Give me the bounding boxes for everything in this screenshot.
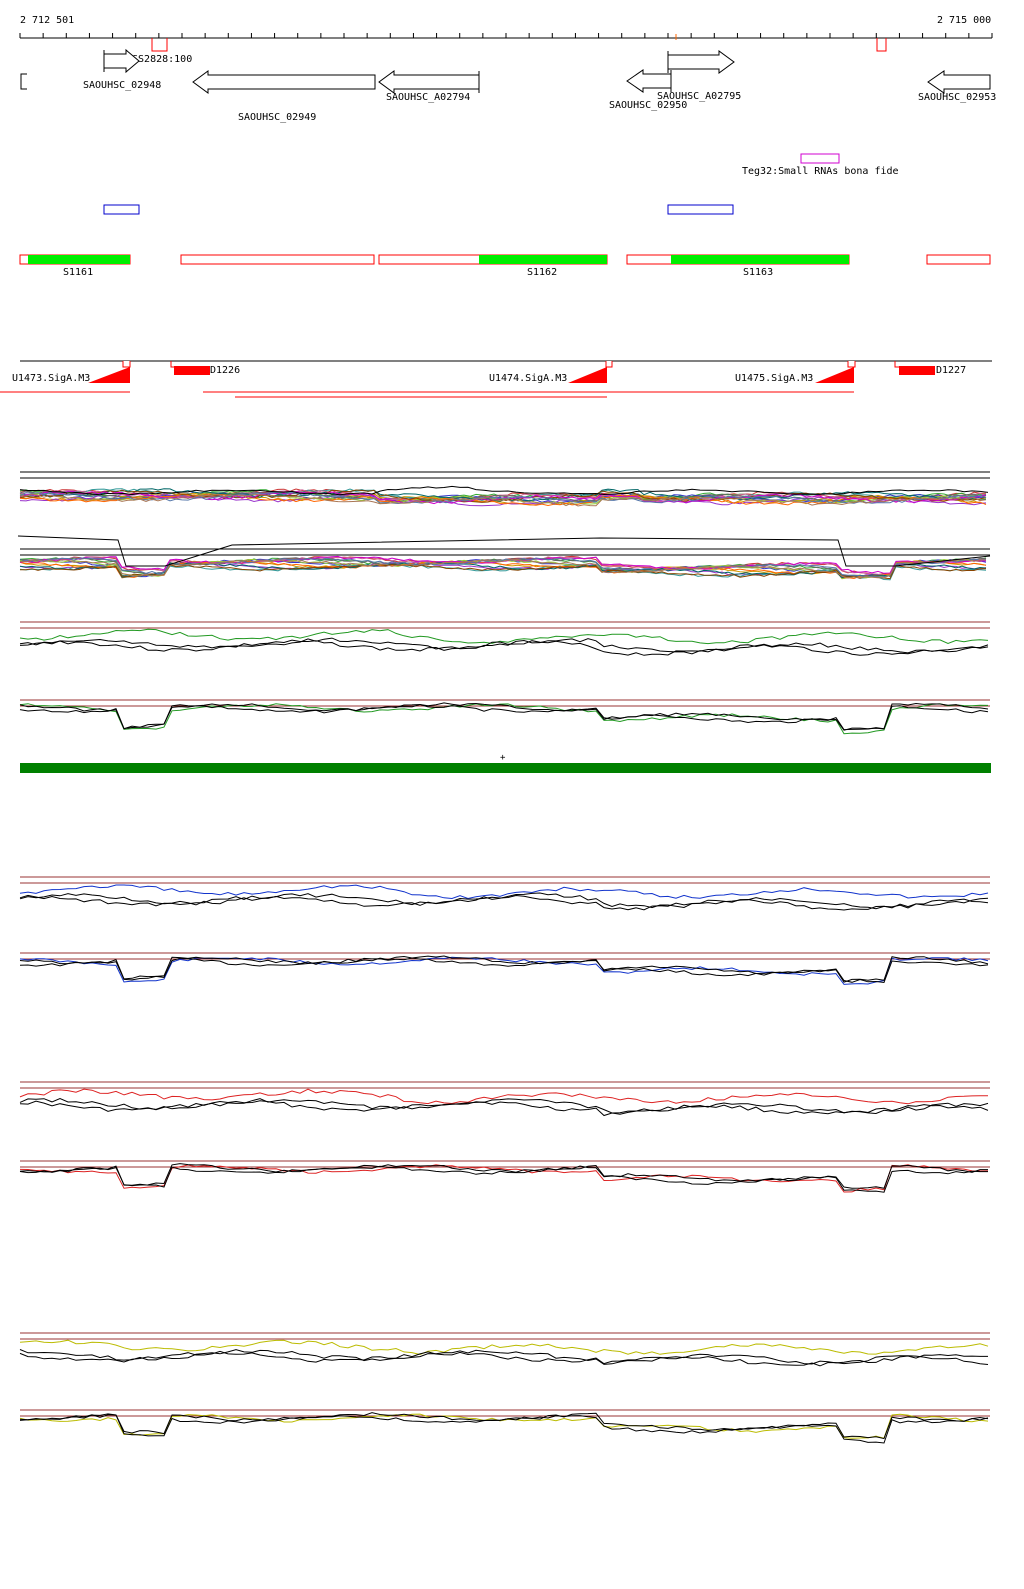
segment-s1163[interactable] xyxy=(671,255,849,264)
strand-plus-marker: + xyxy=(500,753,506,763)
expression-panel-yellow-lower xyxy=(19,1409,990,1444)
gene-arrow xyxy=(626,69,672,93)
expression-profile xyxy=(19,1165,988,1193)
promoter-label: U1474.SigA.M3 xyxy=(489,373,567,384)
tss-label: TSS2828:100 xyxy=(126,54,192,65)
promoter-u1473[interactable] xyxy=(88,367,130,383)
srna-box[interactable] xyxy=(800,153,840,164)
expression-profile xyxy=(19,894,989,911)
expression-profile xyxy=(19,563,987,581)
srna-track: Teg32:Small RNAs bona fide xyxy=(742,153,899,177)
gene-arrow xyxy=(667,50,735,74)
promoter-track: U1473.SigA.M3 D1226 U1474.SigA.M3 U1475.… xyxy=(0,360,992,398)
expression-profile xyxy=(19,703,989,735)
gene-label: SAOUHSC_A02795 xyxy=(657,91,741,102)
expression-panels xyxy=(17,471,991,1444)
gene-label: SAOUHSC_02950 xyxy=(609,100,687,111)
gene-saouhsc-02950[interactable]: SAOUHSC_02950 xyxy=(609,69,687,111)
downshift-label: D1226 xyxy=(210,365,240,376)
gene-label: SAOUHSC_A02794 xyxy=(386,92,470,103)
gene-arrow xyxy=(192,70,376,94)
coordinate-ruler: 2 712 501 2 715 000 xyxy=(19,15,993,39)
gene-saouhsc-a02795[interactable]: SAOUHSC_A02795 xyxy=(657,50,741,102)
expression-profile xyxy=(19,702,989,731)
expression-panel-yellow-upper xyxy=(19,1332,990,1367)
expression-profile xyxy=(19,956,989,985)
segment-s1162[interactable] xyxy=(479,255,607,264)
promoter-label: U1475.SigA.M3 xyxy=(735,373,813,384)
expression-profile xyxy=(19,1350,989,1367)
downshift-d1226[interactable] xyxy=(174,366,210,375)
gene-saouhsc-02949[interactable]: SAOUHSC_02949 xyxy=(192,70,376,123)
srna-label: Teg32:Small RNAs bona fide xyxy=(742,166,899,177)
gene-arrow xyxy=(927,70,991,94)
segment-label: S1161 xyxy=(63,267,93,278)
ruler-end-label: 2 715 000 xyxy=(937,15,991,26)
segment-outline xyxy=(926,254,991,265)
expression-profile xyxy=(19,1164,989,1193)
expression-panel-multi-2 xyxy=(17,535,991,581)
strand-bar-track: + xyxy=(20,753,991,773)
promoter-u1474[interactable] xyxy=(568,367,607,383)
promoter-label: U1473.SigA.M3 xyxy=(12,373,90,384)
blue-feature-2[interactable] xyxy=(667,204,734,215)
segment-label: S1163 xyxy=(743,267,773,278)
expression-panel-blue-upper xyxy=(19,876,990,911)
expression-panel-blue-lower xyxy=(19,952,990,985)
gene-arrow xyxy=(103,48,140,74)
expression-profile xyxy=(19,957,989,984)
segment-s1161[interactable] xyxy=(28,255,130,264)
gene-saouhsc-a02794[interactable]: SAOUHSC_A02794 xyxy=(378,70,480,103)
expression-profile xyxy=(19,884,989,900)
gene-arrow xyxy=(378,70,480,94)
expression-profile xyxy=(17,535,991,567)
ruler-start-label: 2 712 501 xyxy=(20,15,74,26)
expression-profile xyxy=(19,639,989,656)
gene-label: SAOUHSC_02948 xyxy=(83,80,161,91)
gene-track: TSS2828:100 SAOUHSC_02948 SAOUHSC_02949 … xyxy=(20,34,996,123)
tss-marker xyxy=(151,38,168,52)
segment-track: S1161 S1162 S1163 xyxy=(19,254,991,278)
expression-panel-green-upper xyxy=(19,621,990,656)
gene-fragment-left xyxy=(20,73,27,90)
expression-profile xyxy=(19,485,989,496)
expression-panel-multi-1 xyxy=(19,471,990,507)
gene-saouhsc-02953[interactable]: SAOUHSC_02953 xyxy=(918,70,996,103)
blue-feature-track xyxy=(103,204,734,215)
expression-profile xyxy=(19,1339,989,1356)
expression-profile xyxy=(19,1349,988,1365)
strand-bar xyxy=(20,763,991,773)
expression-profile xyxy=(19,1413,989,1439)
gene-label: SAOUHSC_02949 xyxy=(238,112,316,123)
gene-saouhsc-02948[interactable]: SAOUHSC_02948 xyxy=(83,48,161,91)
downshift-d1227[interactable] xyxy=(899,366,935,375)
expression-profile xyxy=(19,1414,989,1444)
tss-marker-right xyxy=(876,38,887,52)
expression-profile xyxy=(19,637,989,655)
blue-feature-1[interactable] xyxy=(103,204,140,215)
expression-profile xyxy=(19,1088,989,1105)
ruler-ticks xyxy=(19,33,993,38)
expression-profile xyxy=(19,491,987,505)
expression-profile xyxy=(19,1097,989,1115)
segment-outline xyxy=(180,254,375,265)
segment-label: S1162 xyxy=(527,267,557,278)
downshift-label: D1227 xyxy=(936,365,966,376)
expression-profile xyxy=(19,493,987,507)
expression-panel-red-upper xyxy=(19,1081,990,1117)
promoter-u1475[interactable] xyxy=(815,367,854,383)
gene-label: SAOUHSC_02953 xyxy=(918,92,996,103)
expression-panel-green-lower xyxy=(19,699,990,735)
expression-profile xyxy=(19,1100,989,1117)
expression-profile xyxy=(19,703,989,731)
expression-profile xyxy=(19,628,989,645)
expression-panel-red-lower xyxy=(19,1160,990,1193)
expression-profile xyxy=(19,563,987,580)
expression-profile xyxy=(19,558,987,579)
